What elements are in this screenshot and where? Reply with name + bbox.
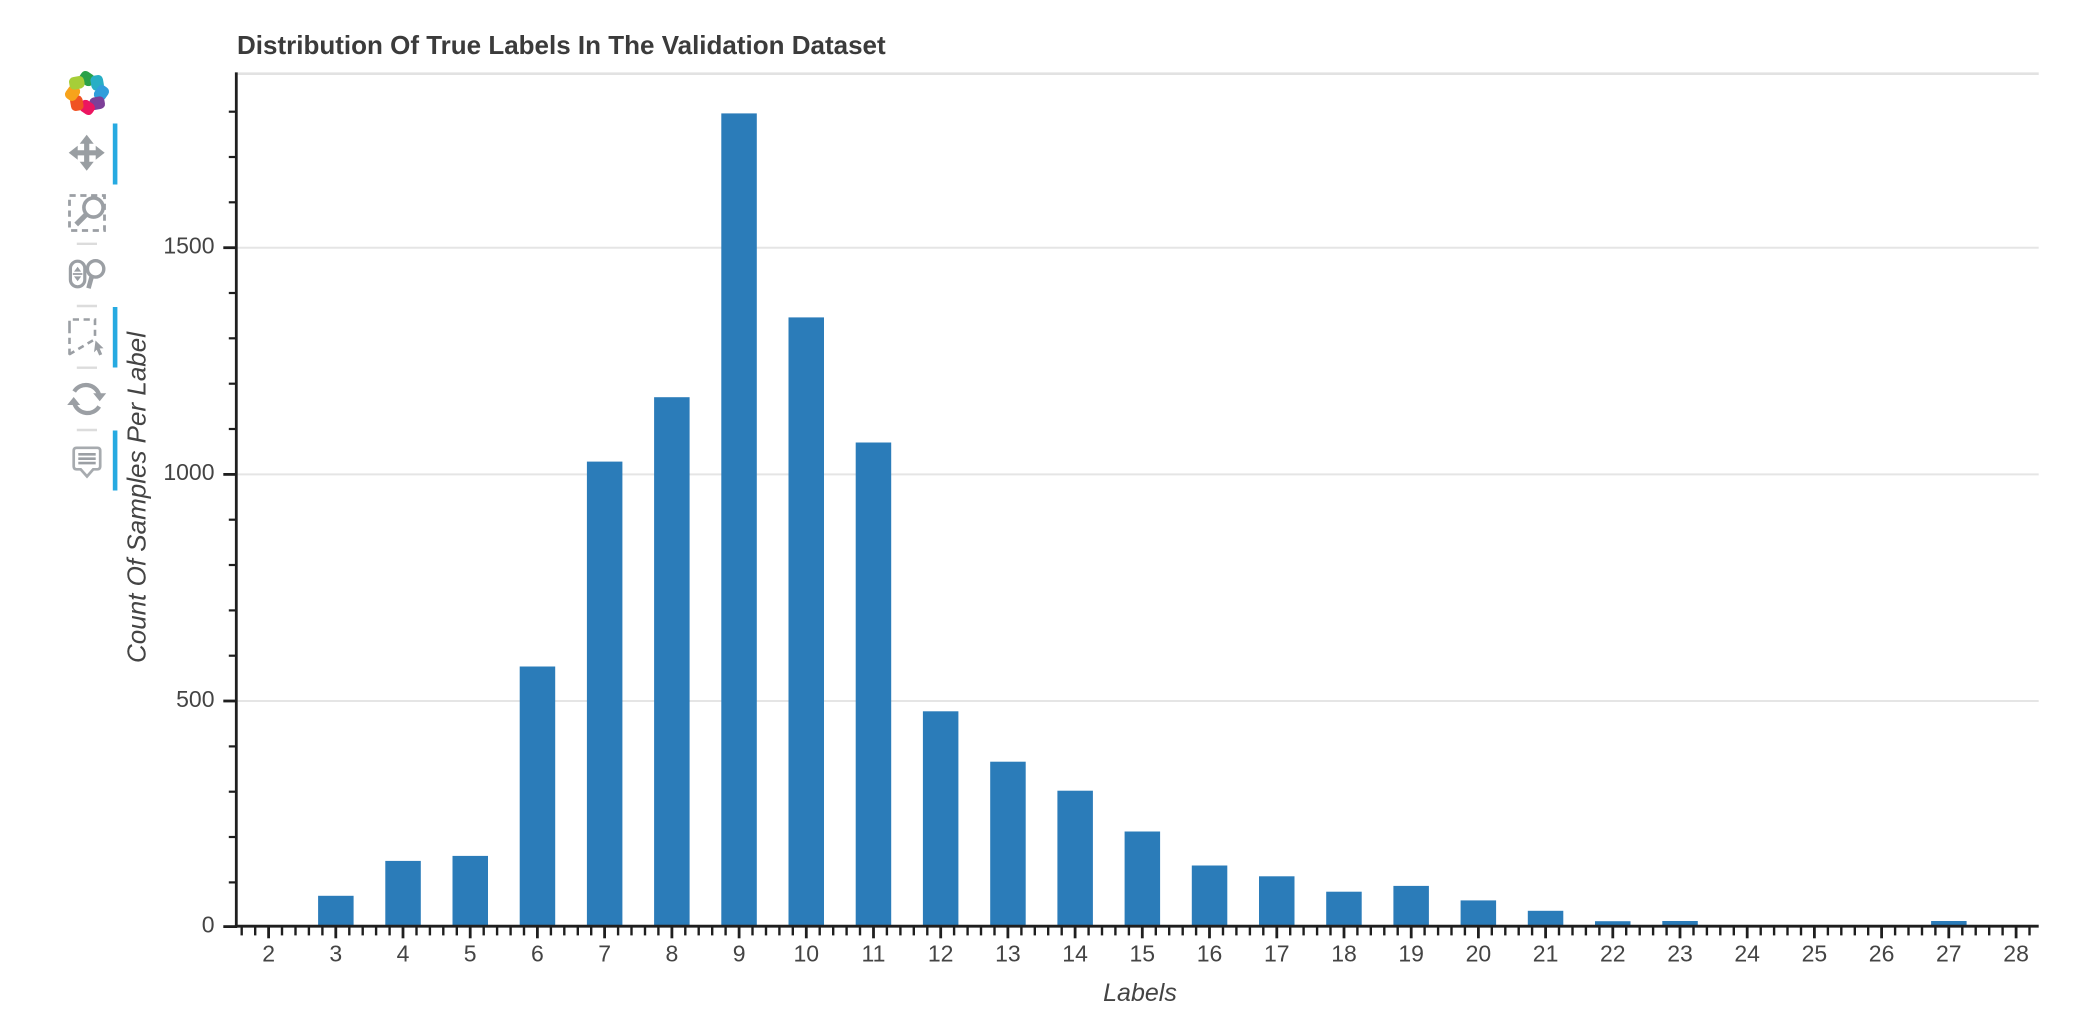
svg-text:8: 8: [666, 941, 679, 967]
svg-text:19: 19: [1398, 941, 1424, 967]
svg-text:5: 5: [464, 941, 477, 967]
svg-text:21: 21: [1533, 941, 1559, 967]
svg-text:Distribution Of True Labels In: Distribution Of True Labels In The Valid…: [237, 30, 886, 60]
svg-text:25: 25: [1802, 941, 1828, 967]
svg-text:1000: 1000: [163, 459, 214, 485]
svg-text:3: 3: [329, 941, 342, 967]
svg-text:28: 28: [2003, 941, 2029, 967]
svg-text:26: 26: [1869, 941, 1895, 967]
svg-text:12: 12: [928, 941, 954, 967]
svg-text:0: 0: [202, 911, 215, 937]
svg-text:Labels: Labels: [1103, 979, 1177, 1007]
svg-text:9: 9: [733, 941, 746, 967]
svg-text:16: 16: [1197, 941, 1223, 967]
svg-text:17: 17: [1264, 941, 1290, 967]
svg-text:15: 15: [1130, 941, 1156, 967]
svg-text:13: 13: [995, 941, 1021, 967]
svg-text:23: 23: [1667, 941, 1693, 967]
svg-text:24: 24: [1734, 941, 1760, 967]
svg-text:500: 500: [176, 686, 214, 712]
svg-text:7: 7: [598, 941, 611, 967]
svg-text:6: 6: [531, 941, 544, 967]
svg-text:22: 22: [1600, 941, 1626, 967]
svg-text:2: 2: [262, 941, 275, 967]
svg-text:20: 20: [1466, 941, 1492, 967]
svg-text:27: 27: [1936, 941, 1962, 967]
svg-text:14: 14: [1062, 941, 1088, 967]
svg-text:Count Of Samples Per Label: Count Of Samples Per Label: [122, 331, 152, 663]
svg-text:18: 18: [1331, 941, 1357, 967]
svg-text:1500: 1500: [163, 233, 214, 259]
svg-text:11: 11: [862, 941, 886, 967]
svg-text:4: 4: [397, 941, 410, 967]
svg-text:10: 10: [794, 941, 820, 967]
